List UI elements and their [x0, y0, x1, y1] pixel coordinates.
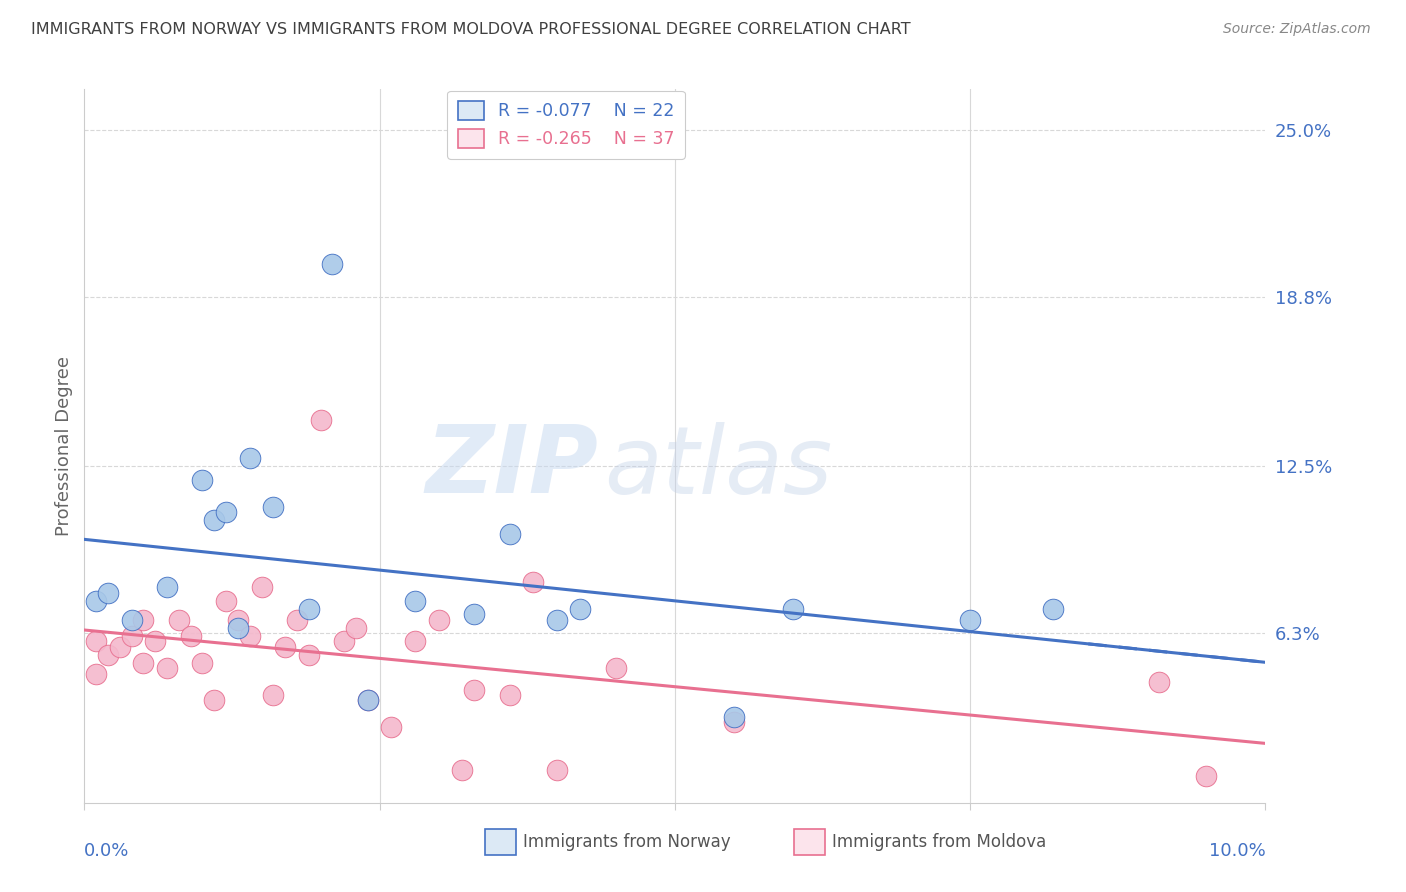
Point	[108, 640, 131, 654]
Point	[546, 613, 568, 627]
Text: Immigrants from Norway: Immigrants from Norway	[523, 833, 731, 851]
Point	[226, 613, 249, 627]
Point	[239, 629, 262, 643]
Text: atlas: atlas	[605, 422, 832, 513]
Point	[285, 613, 308, 627]
Point	[132, 613, 155, 627]
Point	[239, 451, 262, 466]
Point	[202, 513, 225, 527]
Point	[723, 709, 745, 723]
Point	[156, 661, 179, 675]
Point	[156, 580, 179, 594]
Point	[333, 634, 356, 648]
Point	[97, 586, 120, 600]
Point	[215, 505, 238, 519]
Point	[191, 656, 214, 670]
Point	[522, 574, 544, 589]
Point	[959, 613, 981, 627]
Point	[723, 714, 745, 729]
Point	[498, 526, 520, 541]
Text: IMMIGRANTS FROM NORWAY VS IMMIGRANTS FROM MOLDOVA PROFESSIONAL DEGREE CORRELATIO: IMMIGRANTS FROM NORWAY VS IMMIGRANTS FRO…	[31, 22, 911, 37]
Point	[782, 602, 804, 616]
Point	[451, 764, 474, 778]
Point	[1147, 674, 1170, 689]
Point	[167, 613, 190, 627]
Y-axis label: Professional Degree: Professional Degree	[55, 356, 73, 536]
Point	[298, 602, 321, 616]
Point	[1042, 602, 1064, 616]
Point	[344, 621, 367, 635]
Point	[191, 473, 214, 487]
Point	[226, 621, 249, 635]
Point	[84, 634, 107, 648]
Legend: R = -0.077    N = 22, R = -0.265    N = 37: R = -0.077 N = 22, R = -0.265 N = 37	[447, 91, 685, 159]
Text: Source: ZipAtlas.com: Source: ZipAtlas.com	[1223, 22, 1371, 37]
Point	[463, 682, 485, 697]
Point	[262, 500, 284, 514]
Point	[97, 648, 120, 662]
Point	[143, 634, 166, 648]
Text: ZIP: ZIP	[425, 421, 598, 514]
Point	[546, 764, 568, 778]
Point	[215, 594, 238, 608]
Point	[357, 693, 380, 707]
Point	[298, 648, 321, 662]
Point	[427, 613, 450, 627]
Point	[569, 602, 592, 616]
Point	[404, 594, 426, 608]
Text: Immigrants from Moldova: Immigrants from Moldova	[832, 833, 1046, 851]
Point	[380, 720, 402, 734]
Point	[605, 661, 627, 675]
Text: 10.0%: 10.0%	[1209, 842, 1265, 860]
Point	[404, 634, 426, 648]
Point	[121, 613, 143, 627]
Point	[202, 693, 225, 707]
Point	[262, 688, 284, 702]
Point	[463, 607, 485, 622]
Point	[132, 656, 155, 670]
Point	[180, 629, 202, 643]
Point	[498, 688, 520, 702]
Point	[84, 594, 107, 608]
Point	[357, 693, 380, 707]
Point	[321, 257, 343, 271]
Point	[1195, 769, 1218, 783]
Point	[250, 580, 273, 594]
Point	[121, 629, 143, 643]
Point	[274, 640, 297, 654]
Point	[84, 666, 107, 681]
Text: 0.0%: 0.0%	[84, 842, 129, 860]
Point	[309, 413, 332, 427]
